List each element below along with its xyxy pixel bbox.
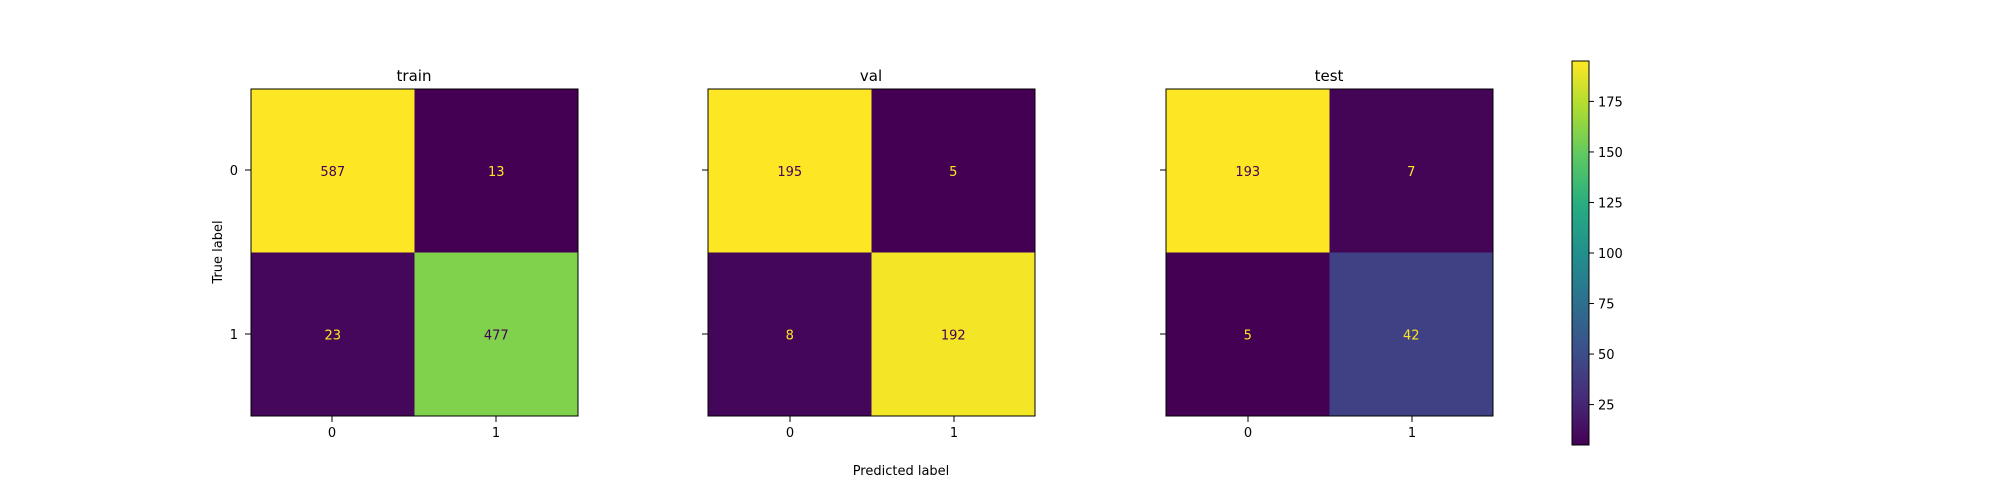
cell-value-label: 587 xyxy=(320,165,345,180)
matrix-cells: 587 13 23 477 xyxy=(251,89,578,416)
cell-value-label: 193 xyxy=(1235,165,1260,180)
cell-value-label: 7 xyxy=(1407,165,1415,180)
matrix-cell xyxy=(251,89,415,253)
colorbar-tick-label: 50 xyxy=(1598,348,1615,363)
cell-value-label: 195 xyxy=(777,165,802,180)
panel-title: test xyxy=(1315,67,1344,85)
x-tick-label: 1 xyxy=(492,426,500,441)
colorbar-tick-label: 75 xyxy=(1598,298,1615,313)
x-tick-label: 0 xyxy=(786,426,794,441)
matrix-cell xyxy=(251,252,415,416)
x-tick-label: 1 xyxy=(950,426,958,441)
cell-value-label: 42 xyxy=(1403,328,1420,343)
panel-val: val 195 5 8 192 0 1 Predicted label xyxy=(702,67,1036,479)
cell-value-label: 477 xyxy=(484,328,509,343)
matrix-cell xyxy=(1166,89,1330,253)
matrix-cell xyxy=(1166,252,1330,416)
cell-value-label: 23 xyxy=(324,328,341,343)
cell-value-label: 5 xyxy=(1244,328,1252,343)
matrix-cell xyxy=(414,252,578,416)
matrix-cell xyxy=(1329,252,1493,416)
cell-value-label: 8 xyxy=(786,328,794,343)
panel-train: train 587 13 23 477 0 1 0 1 True label xyxy=(211,67,579,441)
panel-test: test 193 7 5 42 0 1 xyxy=(1160,67,1494,441)
colorbar-ticks: 25 50 75 100 125 150 175 xyxy=(1589,95,1623,414)
panel-title: val xyxy=(860,67,882,85)
cell-value-label: 13 xyxy=(488,165,505,180)
cell-value-label: 192 xyxy=(941,328,966,343)
x-tick-label: 1 xyxy=(1408,426,1416,441)
y-tick-label: 0 xyxy=(230,164,238,179)
matrix-cell xyxy=(1329,89,1493,253)
matrix-cells: 195 5 8 192 xyxy=(708,89,1035,416)
cell-value-label: 5 xyxy=(949,165,957,180)
y-axis-label: True label xyxy=(211,220,226,284)
matrix-cell xyxy=(708,252,872,416)
matrix-cell xyxy=(414,89,578,253)
colorbar-tick-label: 150 xyxy=(1598,146,1623,161)
plot-frame xyxy=(1165,88,1494,417)
x-tick-label: 0 xyxy=(328,426,336,441)
colorbar-tick-label: 125 xyxy=(1598,196,1623,211)
colorbar-gradient xyxy=(1571,60,1590,446)
plot-frame xyxy=(707,88,1036,417)
plot-frame xyxy=(250,88,579,417)
matrix-cells: 193 7 5 42 xyxy=(1166,89,1493,416)
colorbar-tick-label: 100 xyxy=(1598,247,1623,262)
colorbar-tick-label: 175 xyxy=(1598,95,1623,110)
x-axis-label: Predicted label xyxy=(853,464,950,479)
y-tick-label: 1 xyxy=(230,328,238,343)
matrix-cell xyxy=(871,89,1035,253)
colorbar-tick-label: 25 xyxy=(1598,399,1615,414)
matrix-cell xyxy=(708,89,872,253)
colorbar: 25 50 75 100 125 150 175 xyxy=(1571,60,1623,446)
panel-title: train xyxy=(397,67,432,85)
x-tick-label: 0 xyxy=(1244,426,1252,441)
matrix-cell xyxy=(871,252,1035,416)
